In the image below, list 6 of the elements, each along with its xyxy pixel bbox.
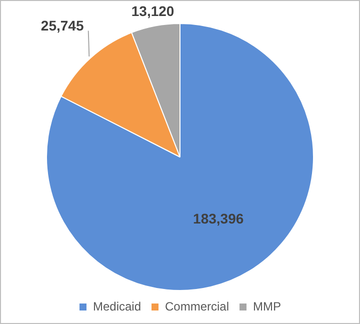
legend-label: Medicaid [92,299,142,314]
data-label: 13,120 [131,2,174,19]
data-label: 25,745 [40,18,84,34]
legend-label: MMP [253,299,282,314]
legend-label: Commercial [165,299,230,314]
data-label: 183,396 [193,210,244,226]
